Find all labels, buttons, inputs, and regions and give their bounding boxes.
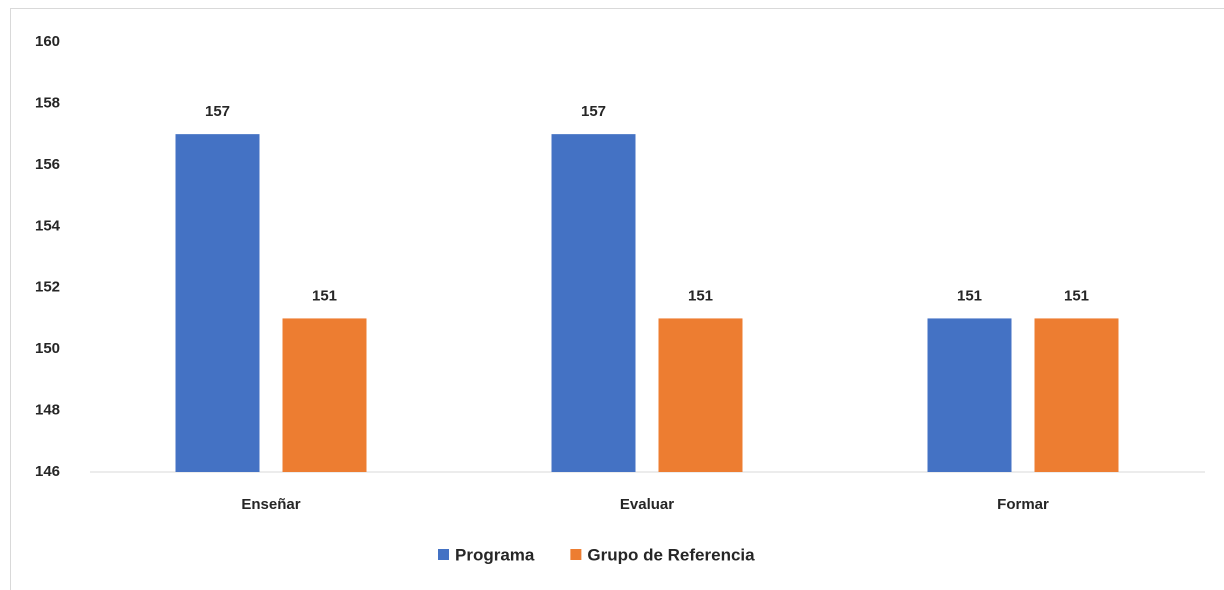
legend-label: Grupo de Referencia bbox=[587, 545, 755, 564]
y-tick-label: 152 bbox=[35, 279, 60, 296]
legend-swatch bbox=[570, 549, 582, 560]
bar bbox=[927, 318, 1012, 472]
bar bbox=[282, 318, 367, 472]
legend-swatch bbox=[438, 549, 449, 560]
y-tick-label: 148 bbox=[35, 402, 60, 419]
bar bbox=[551, 134, 636, 472]
data-label: 151 bbox=[1064, 287, 1089, 304]
bar bbox=[175, 134, 260, 472]
data-label: 151 bbox=[688, 287, 713, 304]
data-label: 151 bbox=[312, 287, 337, 304]
x-tick-label: Evaluar bbox=[620, 496, 674, 513]
data-label: 151 bbox=[957, 287, 982, 304]
y-tick-label: 150 bbox=[35, 340, 60, 357]
legend-label: Programa bbox=[455, 545, 535, 564]
bar bbox=[658, 318, 743, 472]
data-label: 157 bbox=[205, 103, 230, 120]
x-tick-label: Formar bbox=[997, 496, 1049, 513]
bar bbox=[1034, 318, 1119, 472]
x-tick-label: Enseñar bbox=[241, 496, 300, 513]
y-tick-label: 160 bbox=[35, 33, 60, 50]
y-tick-label: 154 bbox=[35, 217, 61, 234]
y-tick-label: 146 bbox=[35, 463, 60, 480]
data-label: 157 bbox=[581, 103, 606, 120]
y-tick-label: 156 bbox=[35, 156, 60, 173]
chart-frame bbox=[10, 8, 1224, 590]
y-tick-label: 158 bbox=[35, 94, 60, 111]
